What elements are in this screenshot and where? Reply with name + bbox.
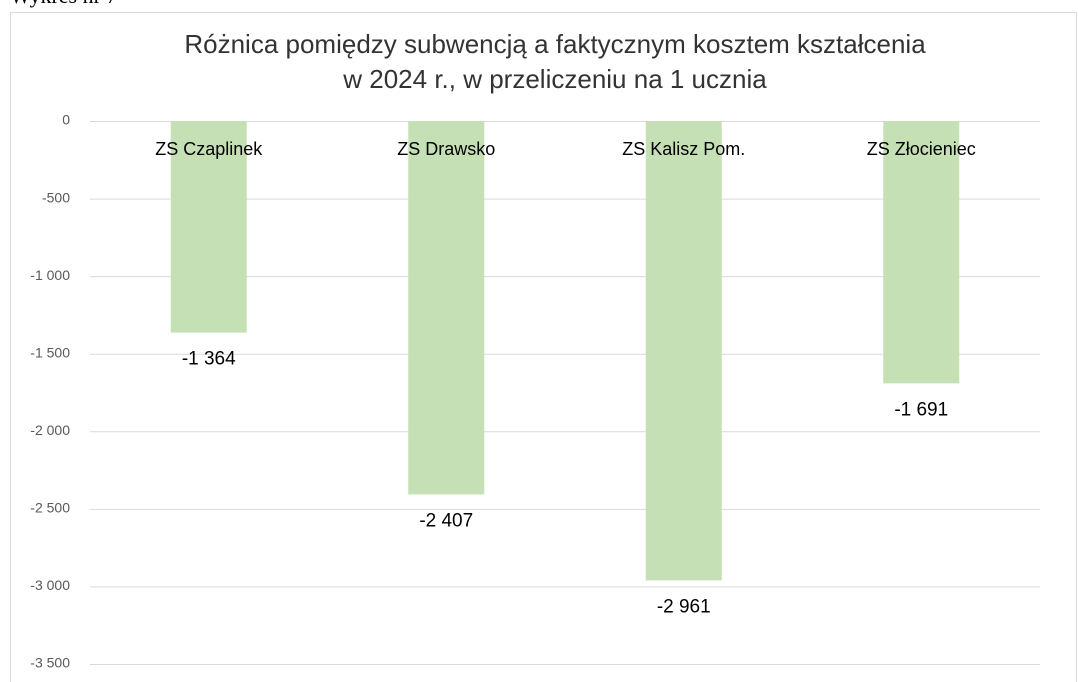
y-tick-label: -1 500 (30, 344, 70, 360)
y-tick-label: -2 500 (30, 500, 70, 516)
data-label: -2 407 (419, 510, 473, 531)
y-tick-label: -3 500 (30, 655, 70, 671)
y-tick-label: -1 000 (30, 267, 70, 283)
bar (408, 121, 485, 495)
y-tick-label: -3 000 (30, 577, 70, 593)
x-tick-label: ZS Kalisz Pom. (622, 139, 745, 159)
x-tick-label: ZS Czaplinek (155, 139, 263, 159)
caption: Wykres nr 7 (10, 0, 117, 8)
chart-frame (10, 12, 1077, 682)
y-tick-label: -2 000 (30, 422, 70, 438)
data-label: -1 364 (182, 349, 236, 370)
bar (170, 121, 247, 333)
data-label: -2 961 (657, 596, 711, 617)
chart-title: Różnica pomiędzy subwencją a faktycznym … (184, 29, 926, 59)
y-tick-label: -500 (42, 189, 70, 205)
x-tick-label: ZS Drawsko (397, 139, 495, 159)
chart-title: w 2024 r., w przeliczeniu na 1 ucznia (342, 64, 767, 94)
bar (883, 121, 960, 384)
x-tick-label: ZS Złocieniec (867, 139, 976, 159)
y-tick-label: 0 (62, 112, 70, 128)
data-label: -1 691 (894, 399, 948, 420)
bar (645, 121, 722, 581)
